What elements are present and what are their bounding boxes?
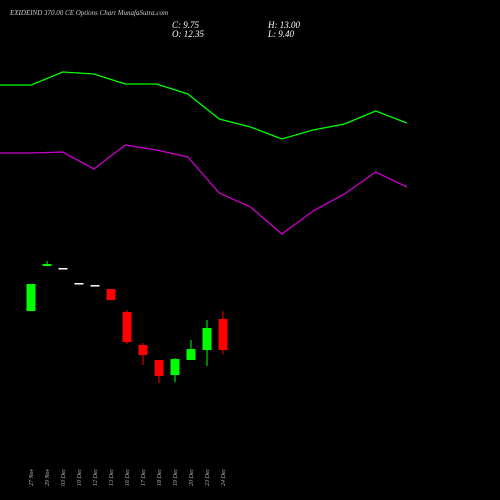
- x-tick-label: 13 Dec: [109, 469, 115, 486]
- high-label: H: 13.00: [267, 20, 300, 30]
- x-tick-label: 24 Dec: [220, 469, 227, 486]
- candle-body: [26, 283, 36, 312]
- candle-body: [202, 327, 212, 351]
- candle-body: [90, 285, 100, 287]
- x-tick-label: 29 Nov: [45, 468, 51, 486]
- candle-body: [218, 319, 228, 351]
- candle-body: [154, 360, 164, 377]
- candle-body: [106, 288, 116, 301]
- chart-title: EXIDEIND 370.00 CE Options Chart MunafaS…: [9, 9, 168, 17]
- x-tick-label: 19 Dec: [173, 469, 179, 486]
- x-tick-label: 03 Dec: [61, 469, 67, 486]
- x-tick-label: 16 Dec: [125, 469, 131, 486]
- x-tick-label: 27 Nov: [29, 468, 35, 486]
- candle-body: [122, 311, 132, 343]
- close-label: C: 9.75: [172, 20, 200, 30]
- indicator-line: [0, 71, 408, 140]
- open-label: O: 12.35: [172, 29, 204, 39]
- x-tick-label: 10 Dec: [77, 469, 83, 486]
- x-tick-label: 12 Dec: [93, 469, 99, 486]
- candle-body: [170, 359, 180, 376]
- x-tick-label: 23 Dec: [205, 469, 211, 486]
- candle-body: [186, 349, 196, 361]
- candle-body: [58, 268, 68, 270]
- candle-body: [74, 283, 84, 285]
- low-label: L: 9.40: [267, 29, 295, 39]
- x-tick-label: 18 Dec: [157, 469, 163, 486]
- x-tick-label: 20 Dec: [189, 469, 195, 486]
- candle-body: [138, 345, 148, 356]
- x-tick-label: 17 Dec: [141, 469, 147, 486]
- indicator-line: [0, 144, 408, 235]
- candle-body: [42, 264, 52, 266]
